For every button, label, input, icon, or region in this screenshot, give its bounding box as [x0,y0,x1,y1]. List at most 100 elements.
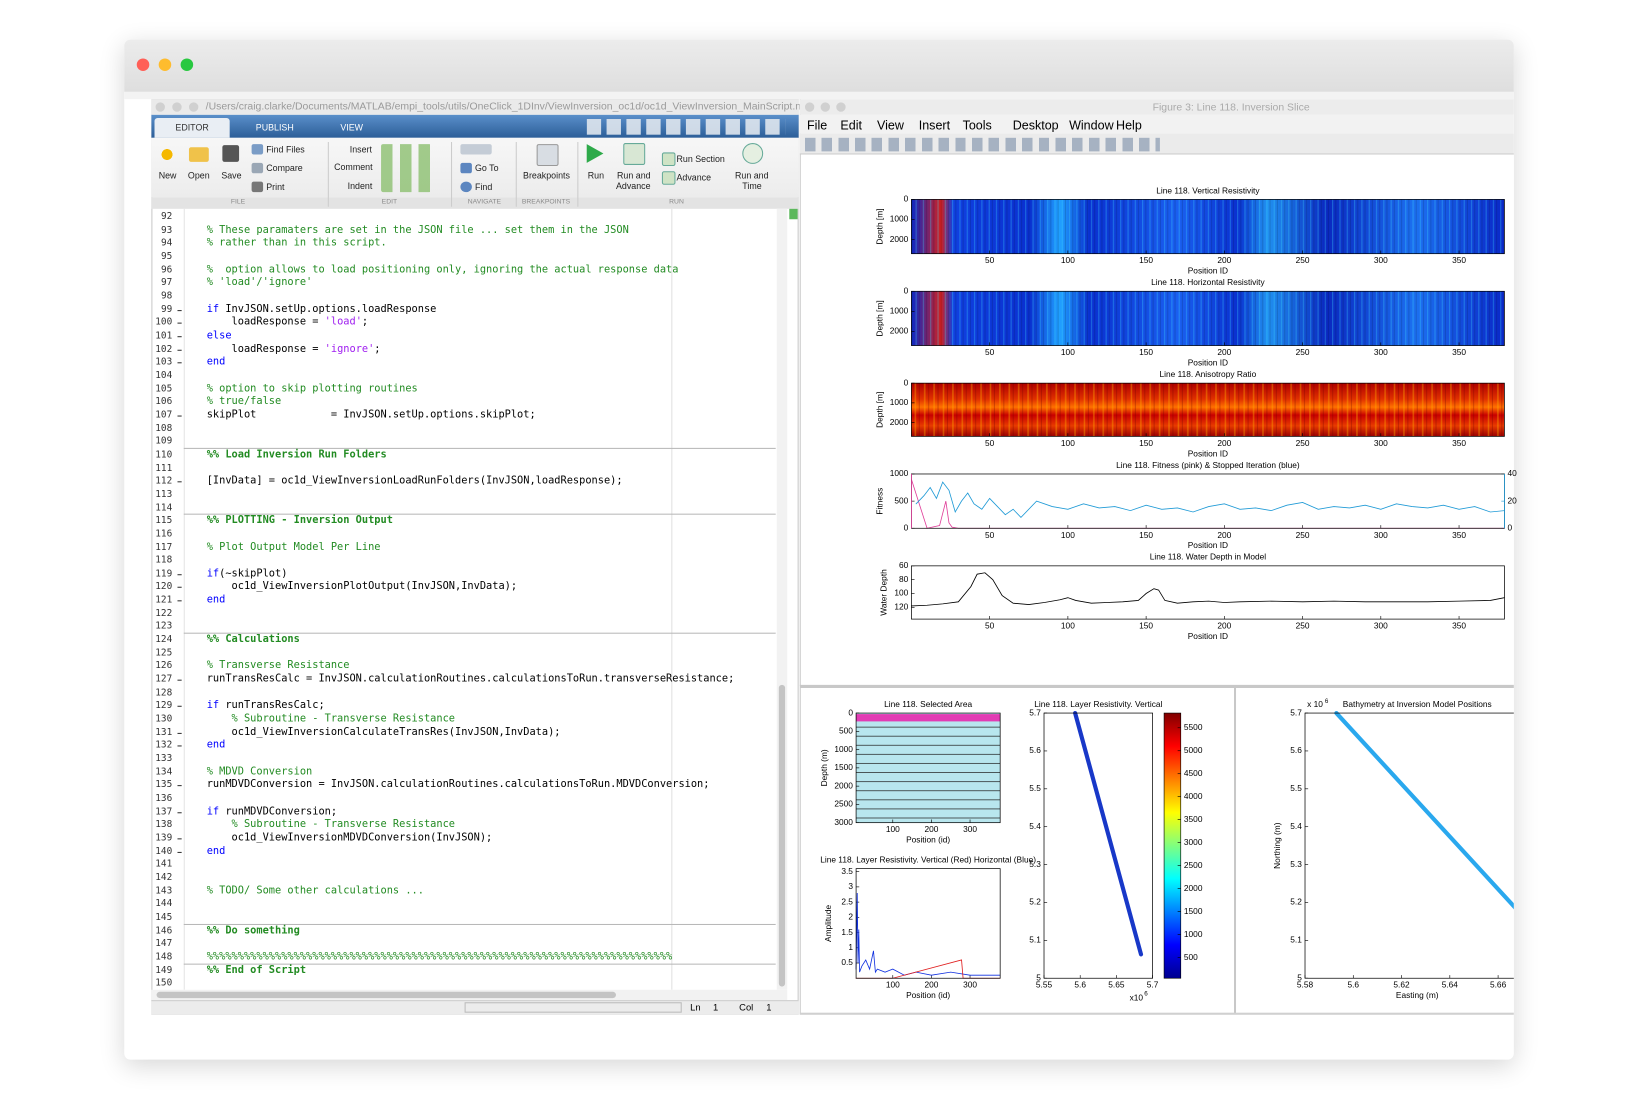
breakpoint-marker[interactable] [177,811,182,813]
breakpoint-marker[interactable] [177,362,182,364]
breakpoint-marker[interactable] [177,679,182,681]
code-token: end [206,845,226,857]
breakpoint-marker[interactable] [177,309,182,311]
menu-item[interactable]: Insert [918,117,951,133]
x-tick-label: 100 [1061,530,1075,540]
x-tick-label: 100 [886,980,900,990]
new-button[interactable]: New [158,170,177,181]
breakpoints-button[interactable]: Breakpoints [523,170,570,181]
y-tick-label: 0 [904,285,909,295]
y-tick-label: 5.6 [1029,745,1041,755]
axes-frame [855,868,1001,979]
x-axis-label: Position ID [1188,631,1228,641]
breakpoint-marker[interactable] [177,851,182,853]
x-tick-label: 250 [1296,438,1310,448]
code-text: % These paramaters are set in the JSON f… [207,224,629,237]
y-tick-label: 5 [1297,972,1302,982]
minimize-button[interactable] [158,58,172,71]
window-strip [124,91,1514,100]
quick-access-toolbar[interactable] [586,119,786,135]
run-and-advance-button[interactable]: Run and [617,170,651,181]
x-tick-label: 300 [1374,621,1388,631]
tab[interactable]: VIEW [340,122,364,133]
run-section-button[interactable]: Run Section [676,153,725,164]
run-button[interactable]: Run [587,170,605,181]
find-button[interactable]: Find [475,181,493,193]
find-files-button[interactable]: Find Files [266,144,305,155]
breakpoint-marker[interactable] [177,600,182,602]
breakpoint-marker[interactable] [177,415,182,417]
breakpoint-marker[interactable] [177,732,182,734]
menu-item[interactable]: Window [1069,117,1114,133]
insert-button[interactable]: Insert [349,144,372,155]
print-button[interactable]: Print [266,181,285,193]
x-tick-label: 200 [1217,530,1231,540]
y-tick-label: 5.3 [1290,859,1302,869]
x-tick-label: 5.7 [1147,980,1159,990]
code-line: 101 else [151,330,777,343]
y-tick-label: 2 [848,912,853,922]
menu-item[interactable]: Edit [840,117,863,133]
figure-tool-icons[interactable] [804,137,1160,152]
indent-button[interactable]: Indent [347,180,373,192]
code-token: end [206,356,226,368]
code-line: 122 [151,607,777,620]
zoom-button[interactable] [180,58,194,71]
code-line: 104 [151,369,777,382]
code-text: % Plot Output Model Per Line [207,541,381,554]
line-number: 143 [155,886,173,897]
code-line: 115 %% PLOTTING - Inversion Output [151,513,777,528]
breakpoint-marker[interactable] [177,785,182,787]
colorbar-tick-label: 1000 [1184,929,1203,939]
window-dot [836,102,846,112]
breakpoint-marker[interactable] [177,349,182,351]
window-dot [820,102,830,112]
open-button[interactable]: Open [187,170,210,181]
x-tick-label: 300 [1374,255,1388,265]
line-number: 125 [155,648,173,659]
code-text: oc1d_ViewInversionPlotOutput(InvJSON,Inv… [207,581,518,594]
series-line [1073,710,1144,957]
menu-item[interactable]: Help [1116,117,1142,133]
x-tick-label: 5.64 [1442,980,1459,990]
breakpoint-marker[interactable] [177,587,182,589]
run-and-advance-button[interactable]: Advance [615,180,651,192]
advance-button[interactable]: Advance [676,172,712,183]
x-tick-label: 200 [1217,438,1231,448]
code-line: 138 % Subroutine - Transverse Resistance [151,819,777,832]
line-number: 104 [155,370,173,381]
run-and-time-button[interactable]: Time [742,180,762,192]
compare-button[interactable]: Compare [266,162,303,174]
breakpoint-marker[interactable] [177,336,182,338]
save-button[interactable]: Save [221,170,242,181]
breakpoint-marker[interactable] [177,481,182,483]
go-to-button[interactable]: Go To [475,162,499,174]
close-button[interactable] [136,58,150,71]
breakpoint-marker[interactable] [177,574,182,576]
code-token: if [206,699,220,712]
menu-item[interactable]: Tools [962,117,992,133]
tab[interactable]: EDITOR [175,122,209,133]
line-number: 102 [155,344,173,355]
run-and-time-button[interactable]: Run and [734,170,769,181]
code-line: 143 % TODO/ Some other calculations ... [151,885,777,898]
breakpoint-marker[interactable] [177,322,182,324]
scroll-thumb[interactable] [156,991,616,999]
menu-item[interactable]: File [807,117,828,133]
navigate-icons [460,144,492,155]
menu-item[interactable]: Desktop [1012,117,1059,133]
code-token: % Subroutine - Transverse Resistance [206,818,455,831]
comment-button[interactable]: Comment [334,161,373,173]
code-text: % true/false [207,396,281,409]
vertical-scrollbar[interactable] [776,208,788,990]
line-number: 97 [160,278,173,289]
breakpoint-marker[interactable] [177,838,182,840]
breakpoint-marker[interactable] [177,706,182,708]
scroll-thumb[interactable] [778,684,786,987]
x-tick-label: 200 [1217,347,1231,357]
breakpoint-marker[interactable] [177,745,182,747]
line-number: 147 [155,938,173,950]
axes-frame [911,382,1505,437]
tab[interactable]: PUBLISH [255,122,294,133]
menu-item[interactable]: View [876,117,904,133]
